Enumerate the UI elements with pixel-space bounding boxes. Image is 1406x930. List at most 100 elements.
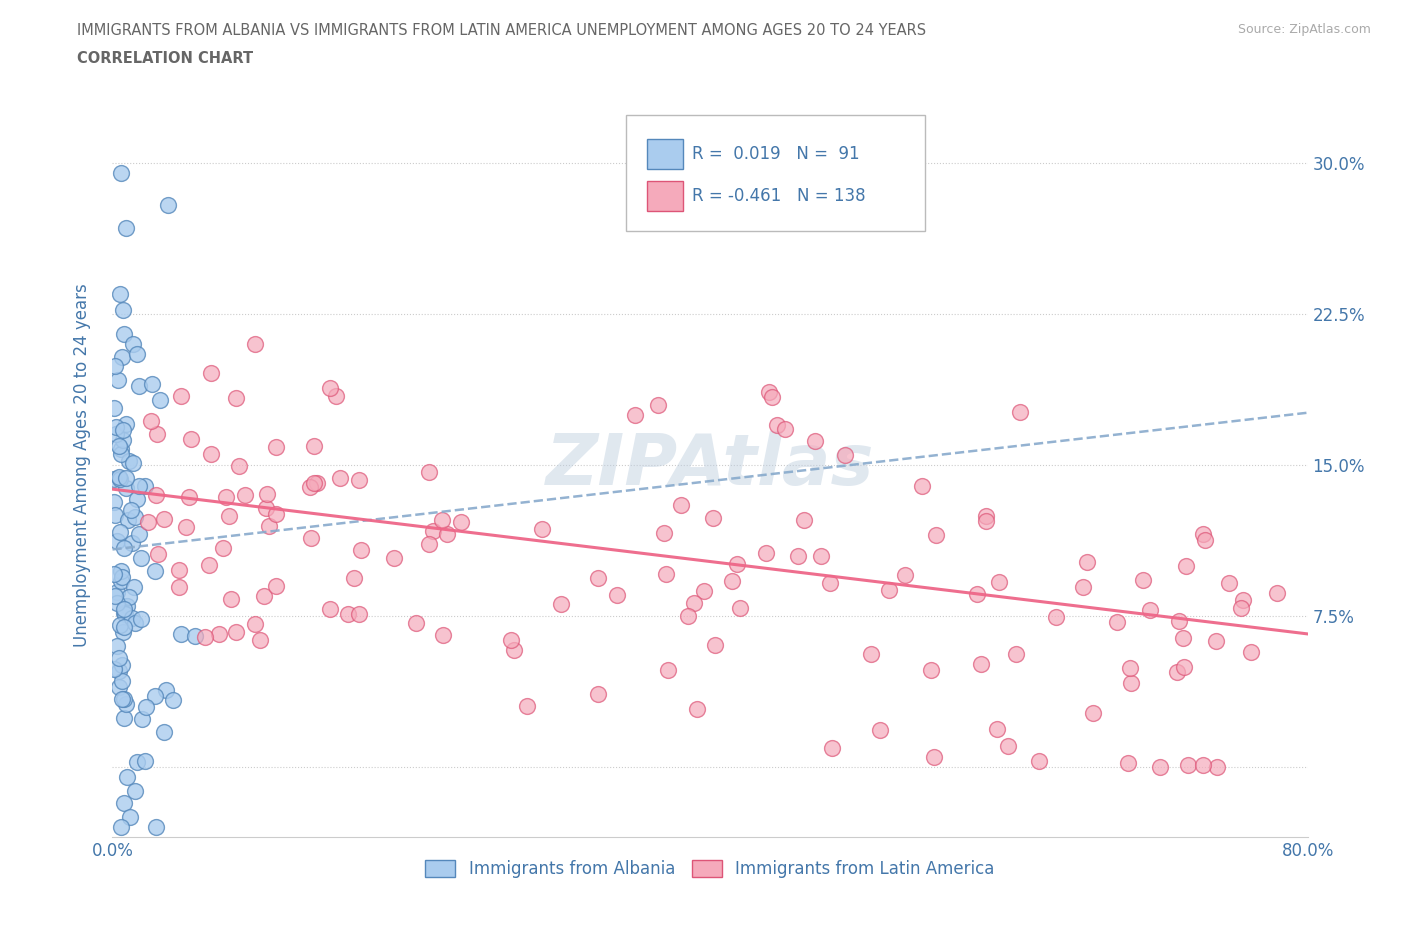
Point bbox=[1107, 615, 1129, 630]
Point bbox=[502, 643, 524, 658]
Point bbox=[254, 501, 277, 516]
Point bbox=[516, 699, 538, 714]
Point bbox=[112, 692, 135, 707]
Point bbox=[1218, 576, 1240, 591]
Point bbox=[114, 795, 135, 810]
Point bbox=[104, 508, 127, 523]
Point bbox=[1132, 573, 1154, 588]
Point bbox=[773, 421, 796, 436]
Point bbox=[264, 578, 287, 593]
Point bbox=[233, 487, 256, 502]
Point bbox=[121, 610, 143, 625]
Point bbox=[112, 422, 135, 437]
Point bbox=[111, 350, 134, 365]
Point bbox=[1005, 646, 1028, 661]
Point bbox=[174, 520, 197, 535]
Point bbox=[432, 628, 454, 643]
Point bbox=[754, 546, 776, 561]
Point bbox=[1171, 631, 1194, 645]
Point bbox=[893, 567, 915, 582]
Point bbox=[728, 601, 751, 616]
Point bbox=[105, 639, 128, 654]
Point bbox=[1010, 405, 1032, 419]
Point bbox=[725, 556, 748, 571]
Point bbox=[343, 570, 366, 585]
Point bbox=[721, 574, 744, 589]
Point bbox=[793, 512, 815, 527]
Point bbox=[966, 587, 988, 602]
Point bbox=[145, 689, 167, 704]
Point bbox=[821, 740, 844, 755]
Point bbox=[145, 819, 167, 834]
Point bbox=[111, 673, 134, 688]
Point bbox=[111, 570, 134, 585]
Point bbox=[120, 809, 142, 824]
Point bbox=[221, 591, 243, 606]
Text: CORRELATION CHART: CORRELATION CHART bbox=[77, 51, 253, 66]
FancyBboxPatch shape bbox=[627, 115, 925, 231]
Point bbox=[337, 606, 360, 621]
Point bbox=[987, 575, 1010, 590]
Point bbox=[108, 439, 131, 454]
Point bbox=[969, 657, 991, 671]
Point bbox=[657, 662, 679, 677]
Point bbox=[153, 512, 176, 526]
Point bbox=[257, 519, 280, 534]
Point bbox=[225, 391, 247, 405]
Point bbox=[167, 563, 190, 578]
Point bbox=[103, 472, 125, 486]
Point bbox=[104, 358, 127, 373]
Text: Source: ZipAtlas.com: Source: ZipAtlas.com bbox=[1237, 23, 1371, 36]
Point bbox=[655, 566, 678, 581]
Point bbox=[264, 506, 287, 521]
Point bbox=[104, 419, 127, 434]
Point bbox=[382, 551, 405, 565]
Point bbox=[112, 540, 135, 555]
Point bbox=[820, 576, 842, 591]
Point bbox=[1205, 633, 1227, 648]
Point bbox=[108, 650, 131, 665]
Text: R =  0.019   N =  91: R = 0.019 N = 91 bbox=[692, 145, 859, 163]
Point bbox=[120, 503, 142, 518]
Point bbox=[108, 286, 131, 301]
Point bbox=[112, 605, 135, 620]
Point bbox=[157, 197, 180, 212]
Point bbox=[177, 489, 200, 504]
Point bbox=[606, 588, 628, 603]
Point bbox=[117, 769, 139, 784]
Point bbox=[879, 582, 901, 597]
Point bbox=[499, 632, 522, 647]
Point bbox=[347, 606, 370, 621]
Text: R = -0.461   N = 138: R = -0.461 N = 138 bbox=[692, 187, 866, 205]
Point bbox=[329, 471, 352, 485]
Point bbox=[170, 626, 193, 641]
Point bbox=[974, 509, 997, 524]
Point bbox=[299, 531, 322, 546]
Point bbox=[107, 679, 129, 694]
Point bbox=[110, 618, 132, 632]
Point bbox=[103, 566, 125, 581]
Point bbox=[121, 456, 143, 471]
Point bbox=[647, 398, 669, 413]
Point bbox=[149, 392, 172, 407]
Point bbox=[180, 432, 202, 446]
Point bbox=[225, 625, 247, 640]
Point bbox=[105, 596, 128, 611]
Point bbox=[108, 472, 131, 486]
Y-axis label: Unemployment Among Ages 20 to 24 years: Unemployment Among Ages 20 to 24 years bbox=[73, 283, 91, 647]
Point bbox=[253, 589, 276, 604]
Point bbox=[112, 433, 135, 448]
Point bbox=[110, 574, 132, 589]
Point bbox=[319, 602, 342, 617]
Point bbox=[302, 475, 325, 490]
Point bbox=[1028, 753, 1050, 768]
Point bbox=[114, 471, 136, 485]
Point bbox=[298, 480, 321, 495]
Point bbox=[1118, 755, 1140, 770]
Point bbox=[766, 418, 789, 432]
Point bbox=[1166, 664, 1188, 679]
Point bbox=[450, 515, 472, 530]
Point bbox=[686, 701, 709, 716]
Text: ZIPAtlas: ZIPAtlas bbox=[546, 431, 875, 499]
Point bbox=[1192, 527, 1215, 542]
